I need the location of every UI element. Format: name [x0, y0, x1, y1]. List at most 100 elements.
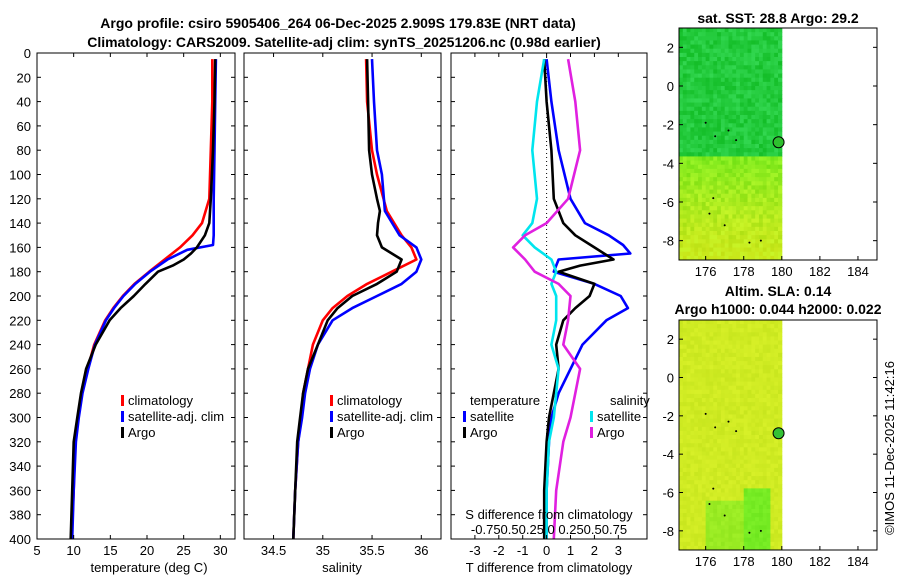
map-cell — [682, 361, 688, 366]
map-cell — [690, 537, 695, 543]
map-cell — [701, 44, 707, 50]
map-cell — [739, 451, 745, 457]
map-cell — [705, 36, 710, 41]
map-cell — [739, 332, 745, 337]
map-cell — [732, 206, 737, 211]
map-cell — [774, 102, 779, 108]
map-cell — [747, 418, 752, 424]
map-cell — [717, 369, 722, 374]
map-cell — [698, 508, 703, 514]
map-cell — [690, 32, 695, 37]
map-cell — [770, 541, 775, 547]
map-cell — [686, 131, 691, 137]
map-cell — [743, 86, 749, 91]
map-cell — [679, 239, 684, 244]
map-cell — [747, 197, 752, 203]
map-cell — [778, 356, 783, 362]
map-cell — [755, 365, 760, 370]
map-cell — [679, 402, 684, 407]
map-cell — [728, 344, 733, 350]
map-cell — [778, 173, 783, 178]
map-cell — [747, 226, 752, 232]
map-cell — [762, 332, 768, 337]
map-cell — [717, 381, 722, 387]
map-cell — [701, 127, 707, 133]
map-cell — [755, 86, 760, 91]
map-cell — [766, 247, 771, 253]
map-cell — [774, 385, 779, 391]
map-cell — [778, 65, 783, 70]
map-cell — [736, 537, 741, 543]
legend-label-argo: Argo — [128, 425, 155, 440]
map-cell — [686, 210, 691, 215]
map-cell — [778, 36, 783, 41]
map-cell — [717, 164, 722, 170]
map-cell — [762, 61, 768, 66]
map-cell — [679, 139, 684, 145]
map-cell — [698, 513, 703, 518]
map-cell — [720, 243, 726, 249]
map-cell — [774, 119, 779, 124]
map-cell — [762, 81, 768, 87]
map-cell — [728, 94, 733, 99]
map-cell — [720, 86, 726, 91]
map-cell — [690, 328, 695, 333]
map-cell — [774, 320, 779, 325]
map-cell — [701, 61, 707, 66]
map-cell — [747, 320, 752, 325]
map-cell — [698, 344, 703, 350]
map-cell — [762, 545, 768, 551]
map-cell — [701, 439, 707, 444]
map-cell — [770, 193, 775, 199]
map-cell — [694, 504, 699, 510]
map-cell — [732, 463, 737, 469]
map-cell — [724, 177, 729, 182]
map-cell — [679, 488, 684, 493]
map-cell — [705, 214, 710, 220]
map-cell — [713, 110, 718, 116]
map-cell — [747, 214, 752, 220]
map-cell — [698, 541, 703, 547]
map-cell — [709, 385, 714, 391]
map-cell — [743, 115, 749, 120]
map-cell — [743, 106, 749, 112]
map-cell — [701, 508, 707, 514]
map-cell — [724, 480, 729, 485]
map-cell — [770, 393, 775, 399]
map-cell — [732, 385, 737, 391]
map-cell — [713, 361, 718, 366]
map-cell — [690, 385, 695, 391]
map-cell — [679, 414, 684, 420]
map-cell — [766, 476, 771, 481]
map-cell — [766, 443, 771, 448]
map-cell — [758, 164, 764, 170]
map-cell — [713, 459, 718, 465]
map-cell — [743, 521, 749, 526]
map-cell — [766, 86, 771, 91]
map-cell — [705, 373, 710, 378]
map-cell — [717, 406, 722, 411]
map-cell — [713, 521, 718, 526]
map-cell — [701, 251, 707, 257]
map-cell — [690, 496, 695, 502]
map-cell — [778, 377, 783, 383]
map-cell — [766, 206, 771, 211]
map-cell — [736, 385, 741, 391]
map-cell — [694, 529, 699, 535]
map-cell — [720, 356, 726, 362]
map-cell — [720, 36, 726, 41]
map-cell — [698, 365, 703, 370]
map-frame — [678, 27, 878, 261]
map-cell — [728, 32, 733, 37]
map-cell — [766, 139, 771, 145]
map-cell — [728, 393, 733, 399]
map-cell — [739, 381, 745, 387]
map-cell — [701, 496, 707, 502]
map-cell — [728, 369, 733, 374]
map-cell — [732, 496, 737, 502]
map-cell — [682, 197, 688, 203]
map-cell — [747, 422, 752, 428]
map-cell — [758, 320, 764, 325]
map-cell — [679, 443, 684, 448]
map-cell — [694, 193, 699, 199]
